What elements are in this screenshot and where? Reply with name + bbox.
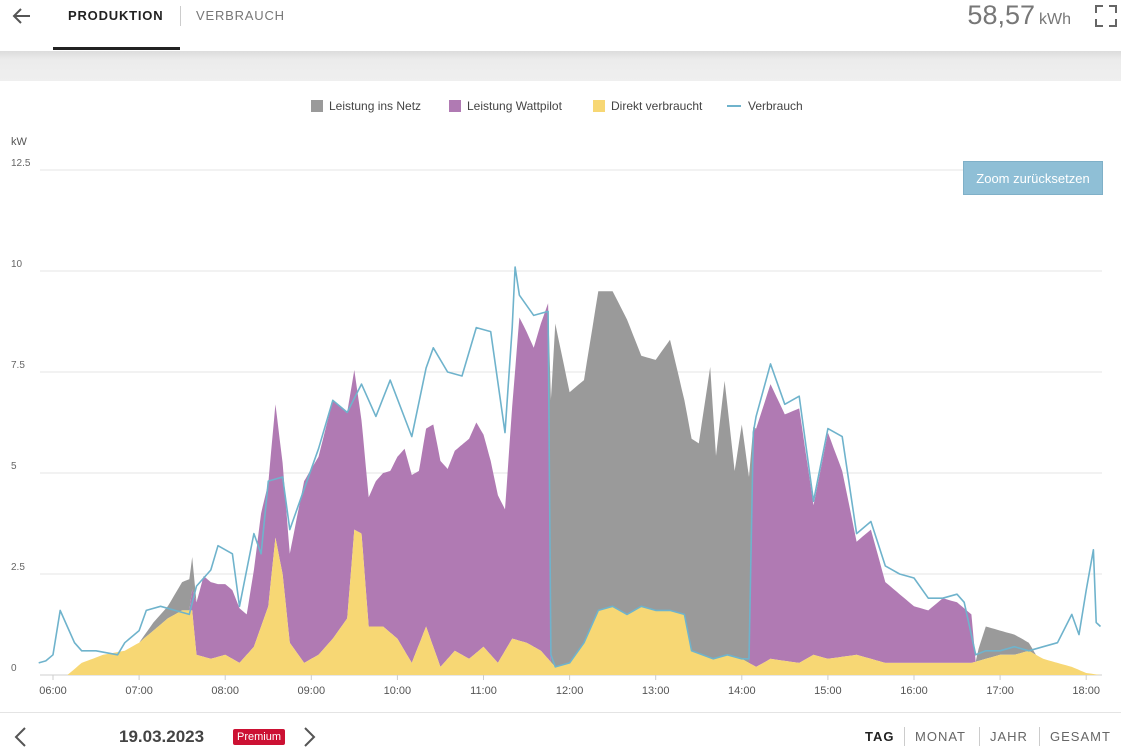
x-tick-label: 11:00 bbox=[470, 685, 497, 697]
x-tick-label: 13:00 bbox=[642, 685, 670, 697]
x-tick-label: 12:00 bbox=[556, 685, 584, 697]
total-energy: 58,57 kWh bbox=[967, 0, 1071, 31]
x-tick-label: 09:00 bbox=[298, 685, 326, 697]
area-wattpilot bbox=[38, 303, 1101, 675]
back-arrow-icon[interactable] bbox=[8, 2, 36, 30]
legend-item-grid-feed[interactable]: Leistung ins Netz bbox=[311, 99, 421, 113]
legend-item-direct[interactable]: Direkt verbraucht bbox=[593, 99, 702, 113]
x-tick-label: 14:00 bbox=[728, 685, 756, 697]
x-tick-label: 18:00 bbox=[1072, 685, 1100, 697]
period-gesamt[interactable]: GESAMT bbox=[1050, 729, 1111, 744]
production-chart[interactable]: 0 2.5 5 7.5 10 12.5 kW 06:00 07:00 08:00 09:00 10:0… bbox=[0, 130, 1121, 705]
period-divider bbox=[904, 727, 905, 746]
period-divider bbox=[979, 727, 980, 746]
y-tick-label: 12.5 bbox=[11, 158, 31, 169]
legend-swatch bbox=[593, 100, 605, 112]
y-tick-label: 7.5 bbox=[11, 360, 25, 371]
area-grid-feed bbox=[38, 291, 1101, 675]
y-axis-label: kW bbox=[11, 136, 28, 148]
premium-badge: Premium bbox=[233, 729, 286, 745]
x-tick-label: 10:00 bbox=[384, 685, 412, 697]
footer-bar: 19.03.2023 Premium TAG MONAT JAHR GESAMT bbox=[0, 712, 1121, 756]
legend-item-consumption[interactable]: Verbrauch bbox=[727, 99, 803, 113]
tab-verbrauch[interactable]: VERBRAUCH bbox=[196, 8, 285, 23]
x-tick-label: 08:00 bbox=[211, 685, 239, 697]
total-energy-unit: kWh bbox=[1039, 11, 1071, 28]
legend-item-wattpilot[interactable]: Leistung Wattpilot bbox=[449, 99, 562, 113]
tab-produktion[interactable]: PRODUKTION bbox=[68, 8, 164, 23]
y-tick-label: 10 bbox=[11, 259, 23, 270]
legend-label: Leistung ins Netz bbox=[329, 99, 422, 113]
fullscreen-icon[interactable] bbox=[1093, 3, 1119, 29]
chevron-right-icon[interactable] bbox=[298, 725, 320, 749]
header-shadow-band bbox=[0, 51, 1121, 81]
zoom-reset-button[interactable]: Zoom zurücksetzen bbox=[963, 161, 1103, 195]
active-tab-indicator bbox=[53, 47, 180, 50]
period-monat[interactable]: MONAT bbox=[915, 729, 966, 744]
current-date[interactable]: 19.03.2023 bbox=[119, 727, 205, 746]
y-tick-label: 0 bbox=[11, 663, 17, 674]
x-tick-label: 06:00 bbox=[39, 685, 67, 697]
legend-label: Verbrauch bbox=[748, 99, 803, 113]
x-tick-label: 15:00 bbox=[814, 685, 842, 697]
total-energy-value: 58,57 bbox=[967, 0, 1035, 30]
legend-swatch bbox=[449, 100, 461, 112]
period-jahr[interactable]: JAHR bbox=[990, 729, 1028, 744]
tab-divider bbox=[180, 6, 181, 26]
line-consumption bbox=[38, 266, 1102, 668]
chevron-left-icon[interactable] bbox=[10, 725, 32, 749]
legend-swatch bbox=[311, 100, 323, 112]
app-header: PRODUKTION VERBRAUCH 58,57 kWh bbox=[0, 0, 1121, 50]
x-tick-label: 17:00 bbox=[986, 685, 1014, 697]
legend-label: Leistung Wattpilot bbox=[467, 99, 562, 113]
legend-label: Direkt verbraucht bbox=[611, 99, 703, 113]
y-tick-label: 2.5 bbox=[11, 562, 25, 573]
period-divider bbox=[1039, 727, 1040, 746]
period-tag[interactable]: TAG bbox=[865, 729, 895, 744]
area-direct-consumption bbox=[38, 529, 1101, 675]
chart-legend: Leistung ins Netz Leistung Wattpilot Dir… bbox=[0, 99, 1121, 115]
y-tick-label: 5 bbox=[11, 461, 17, 472]
x-tick-label: 16:00 bbox=[900, 685, 928, 697]
x-tick-label: 07:00 bbox=[125, 685, 153, 697]
legend-swatch bbox=[727, 105, 741, 107]
